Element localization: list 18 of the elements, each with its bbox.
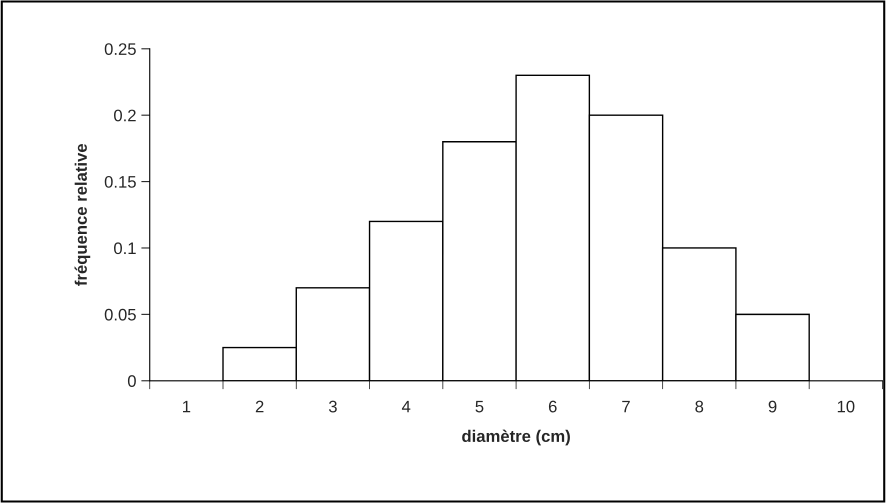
y-axis-title: fréquence relative xyxy=(74,144,90,286)
x-tick-label: 4 xyxy=(402,400,410,412)
y-tick-label: 0.25 xyxy=(104,43,136,55)
y-tick-label: 0.1 xyxy=(114,242,136,254)
x-tick-label: 8 xyxy=(695,400,704,412)
x-tick-label: 3 xyxy=(328,400,337,412)
x-tick-label: 10 xyxy=(838,400,854,412)
x-tick-label: 9 xyxy=(768,400,776,412)
y-tick-label: 0.05 xyxy=(104,308,136,321)
x-tick-label: 7 xyxy=(622,400,630,412)
y-tick-label: 0.15 xyxy=(104,176,136,188)
x-tick-label: 1 xyxy=(183,400,190,412)
y-tick-label: 0.2 xyxy=(114,110,136,122)
x-tick-label: 6 xyxy=(548,400,557,412)
x-tick-label: 2 xyxy=(256,400,264,412)
x-axis-title: diamètre (cm) xyxy=(462,430,570,446)
y-tick-label: 0 xyxy=(128,375,136,387)
x-tick-label: 5 xyxy=(475,400,484,412)
